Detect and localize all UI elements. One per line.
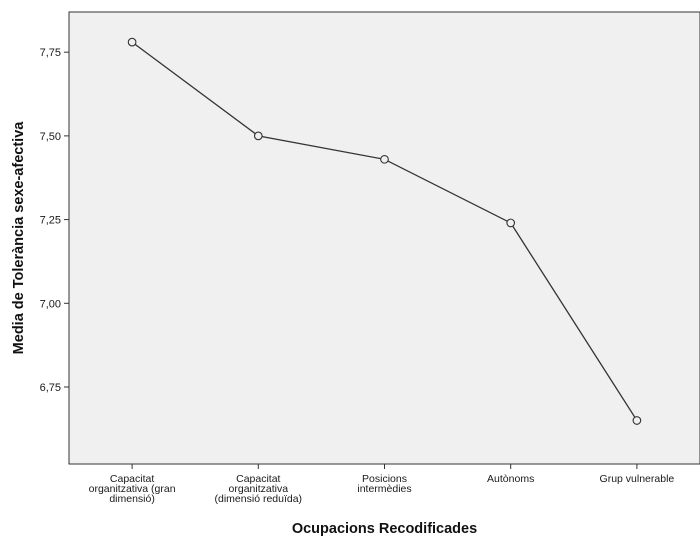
data-point	[127, 37, 137, 47]
x-tick-label: Grup vulnerable	[600, 473, 675, 485]
y-tick-label: 7,25	[40, 215, 61, 227]
data-point	[506, 218, 516, 228]
x-tick-label: Autònoms	[487, 473, 534, 485]
y-tick-label: 7,00	[40, 298, 61, 310]
y-axis: 6,75 7,00 7,25 7,50 7,75	[40, 47, 69, 394]
x-tick-label: Posicions intermèdies	[357, 473, 411, 495]
y-axis-title: Media de Tolerància sexe-afectiva	[11, 121, 27, 355]
data-point	[380, 154, 389, 164]
data-point	[253, 131, 263, 141]
y-tick-label: 7,50	[40, 131, 61, 143]
x-axis-title: Ocupacions Recodificades	[292, 521, 477, 537]
x-tick-label: Capacitat organitzativa (gran dimensió)	[89, 473, 176, 505]
x-tick-label: Capacitat organitzativa (dimensió reduïda)	[215, 473, 303, 505]
series	[127, 37, 642, 425]
y-tick-label: 7,75	[40, 47, 61, 59]
data-point	[632, 416, 642, 425]
y-tick-label: 6,75	[40, 382, 61, 394]
plot-area	[68, 11, 700, 465]
x-axis: Capacitat organitzativa (gran dimensió) Cap…	[89, 464, 675, 505]
